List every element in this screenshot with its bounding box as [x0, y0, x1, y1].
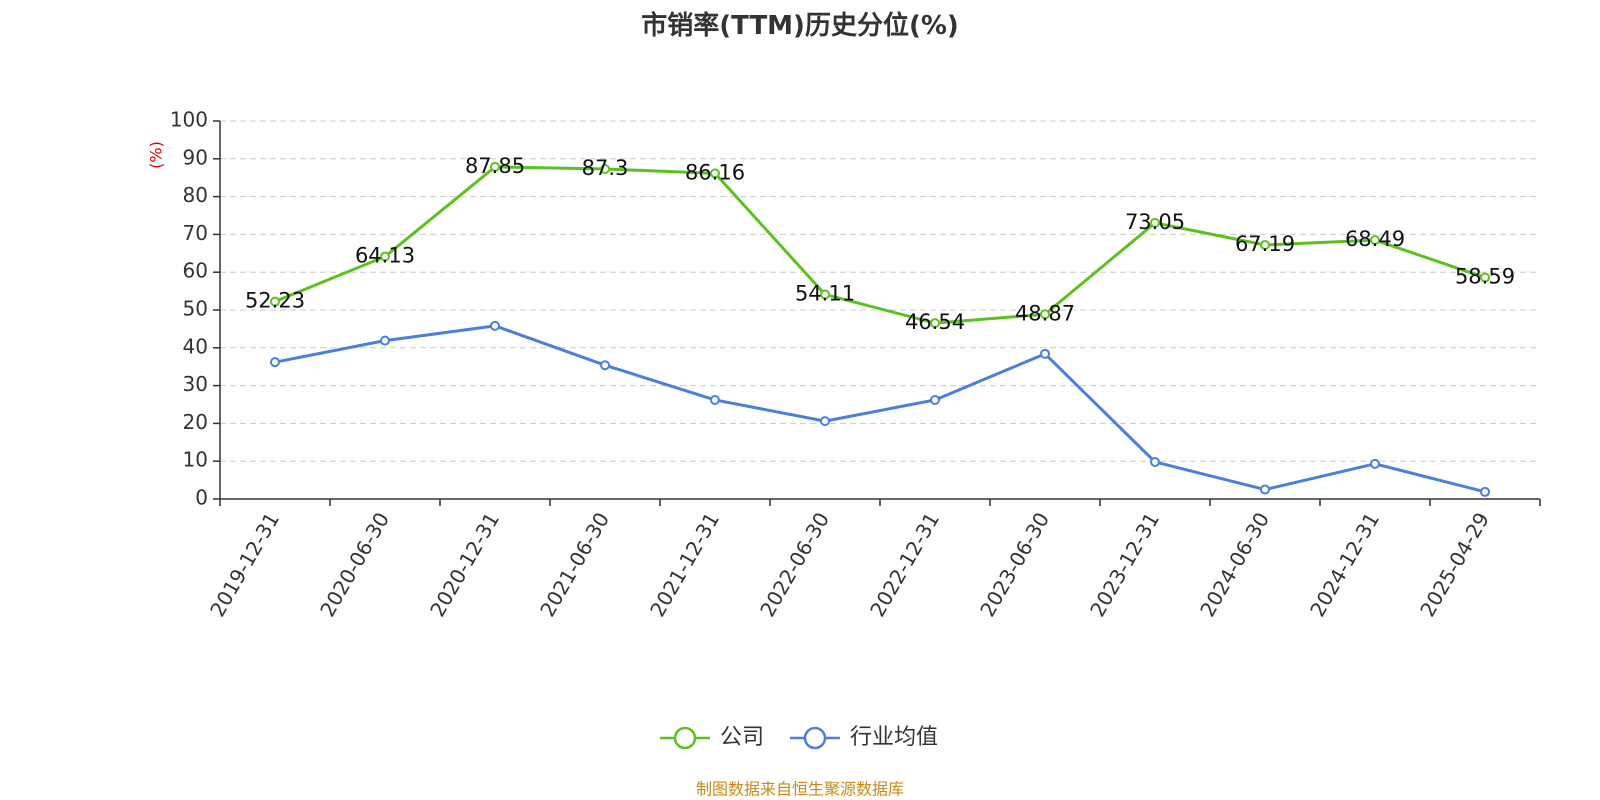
data-label: 54.11 [795, 281, 855, 305]
data-point-1[interactable] [1370, 458, 1380, 469]
data-point-1[interactable] [1150, 456, 1160, 467]
series-lines [270, 161, 1490, 497]
data-point-0[interactable] [1260, 240, 1270, 251]
data-source-note: 制图数据来自恒生聚源数据库 [696, 780, 904, 799]
data-point-0[interactable] [490, 161, 500, 172]
y-tick-label: 100 [170, 108, 208, 132]
legend-industry-circle-icon [803, 726, 827, 750]
data-label: 52.23 [245, 289, 305, 313]
data-label: 87.85 [465, 154, 525, 178]
data-point-1[interactable] [1260, 484, 1270, 495]
y-tick-label: 30 [183, 372, 208, 396]
x-tick-label: 2021-06-30 [535, 508, 614, 621]
y-tick-label: 60 [183, 259, 208, 283]
y-axis-unit: (%) [147, 141, 166, 169]
data-point-1[interactable] [270, 357, 280, 368]
data-point-0[interactable] [1150, 217, 1160, 228]
y-tick-label: 20 [183, 410, 208, 434]
chart-title: 市销率(TTM)历史分位(%) [641, 10, 959, 41]
data-point-0[interactable] [710, 168, 720, 179]
data-point-0[interactable] [600, 164, 610, 175]
x-tick-label: 2023-06-30 [975, 508, 1054, 621]
data-label: 86.16 [685, 160, 745, 184]
y-tick-label: 0 [195, 486, 208, 510]
series-line-1 [274, 324, 1486, 494]
data-point-1[interactable] [710, 394, 720, 405]
axes: 0 10 20 30 40 50 60 70 80 90 100 2019-12-31 2020-06-… [170, 108, 1541, 621]
x-tick-label: 2020-06-30 [315, 508, 394, 621]
data-point-1[interactable] [930, 394, 940, 405]
data-point-0[interactable] [820, 289, 830, 300]
x-tick-label: 2022-06-30 [755, 508, 834, 621]
data-label: 46.54 [905, 310, 965, 334]
data-point-0[interactable] [1370, 235, 1380, 246]
data-point-1[interactable] [1040, 348, 1050, 359]
series-line-0 [274, 165, 1486, 325]
data-label: 68.49 [1345, 227, 1405, 251]
y-tick-label: 90 [183, 145, 208, 169]
data-point-0[interactable] [1480, 272, 1490, 283]
data-point-0[interactable] [270, 296, 280, 307]
x-tick-label: 2020-12-31 [425, 508, 504, 621]
data-point-1[interactable] [380, 335, 390, 346]
x-tick-label: 2023-12-31 [1085, 508, 1164, 621]
data-labels: 52.23 64.13 87.85 87.3 86.16 54.11 46.54 48.87 7… [245, 154, 1515, 334]
data-label: 58.59 [1455, 265, 1515, 289]
y-tick-label: 40 [183, 334, 208, 358]
data-point-0[interactable] [930, 318, 940, 329]
data-point-1[interactable] [600, 360, 610, 371]
data-label: 67.19 [1235, 232, 1295, 256]
data-label: 73.05 [1125, 210, 1185, 234]
x-tick-label: 2024-06-30 [1195, 508, 1274, 621]
x-tick-label: 2024-12-31 [1305, 508, 1384, 621]
x-tick-label: 2021-12-31 [645, 508, 724, 621]
legend-item-company[interactable]: 公司 [660, 725, 764, 750]
legend-item-industry-average[interactable]: 行业均值 [790, 725, 938, 750]
x-tick-label: 2019-12-31 [205, 508, 284, 621]
data-label: 48.87 [1015, 301, 1075, 325]
data-point-0[interactable] [1040, 309, 1050, 320]
x-tick-label: 2025-04-29 [1415, 508, 1494, 621]
y-tick-label: 10 [183, 448, 208, 472]
data-label: 87.3 [582, 156, 629, 180]
legend-industry-label: 行业均值 [850, 725, 938, 750]
y-tick-label: 70 [183, 221, 208, 245]
legend[interactable]: 公司 行业均值 [660, 725, 938, 750]
data-point-1[interactable] [490, 320, 500, 331]
y-tick-label: 50 [183, 297, 208, 321]
legend-company-label: 公司 [720, 725, 764, 750]
data-point-0[interactable] [380, 251, 390, 262]
data-point-1[interactable] [1480, 486, 1490, 497]
legend-company-circle-icon [673, 726, 697, 750]
data-label: 64.13 [355, 244, 415, 268]
y-tick-label: 80 [183, 183, 208, 207]
x-tick-label: 2022-12-31 [865, 508, 944, 621]
data-point-1[interactable] [820, 416, 830, 427]
